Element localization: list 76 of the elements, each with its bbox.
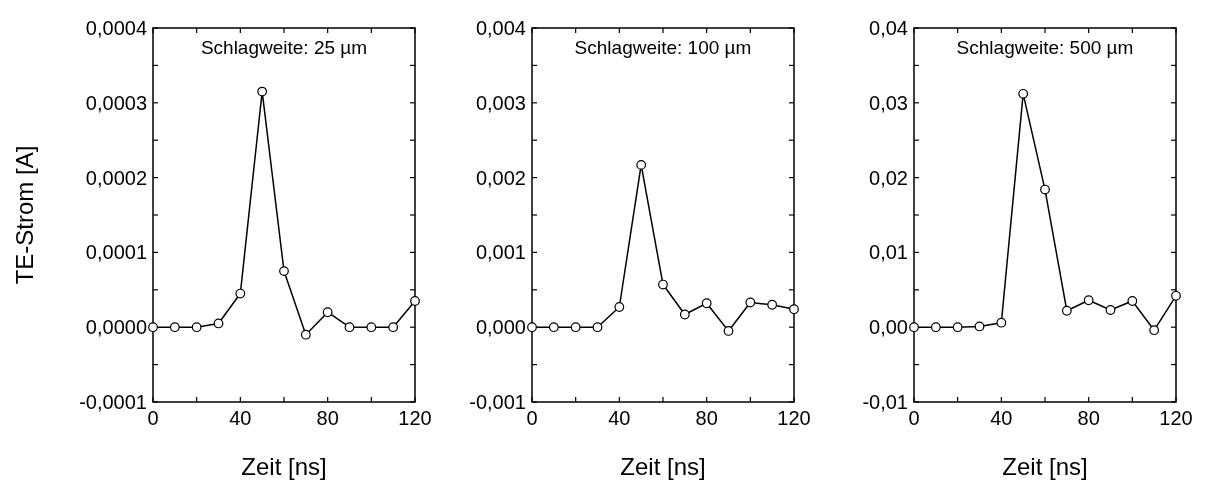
point bbox=[148, 322, 158, 333]
point bbox=[974, 321, 985, 332]
y-tick-label: 0,001 bbox=[475, 241, 526, 264]
point bbox=[789, 304, 799, 315]
point bbox=[909, 322, 919, 333]
y-tick-label: -0,0001 bbox=[79, 391, 147, 413]
x-tick-label: 40 bbox=[990, 407, 1013, 429]
x-tick-label: 80 bbox=[316, 407, 339, 429]
point bbox=[1105, 305, 1116, 315]
x-tick-label: 80 bbox=[1077, 407, 1100, 429]
point bbox=[527, 322, 537, 333]
y-tick-label: 0,003 bbox=[475, 91, 526, 114]
point bbox=[1149, 325, 1160, 336]
point bbox=[300, 329, 311, 340]
y-tick-label: 0,03 bbox=[869, 91, 908, 114]
point bbox=[614, 302, 625, 312]
point bbox=[366, 322, 377, 333]
x-tick-label: 120 bbox=[1159, 407, 1193, 429]
x-tick-label: 80 bbox=[695, 407, 718, 429]
x-tick-label: 120 bbox=[777, 407, 811, 429]
point bbox=[235, 288, 246, 299]
point bbox=[213, 318, 224, 329]
point bbox=[279, 266, 289, 276]
point bbox=[1127, 296, 1138, 306]
point bbox=[169, 322, 180, 333]
y-tick-label: 0,000 bbox=[475, 316, 526, 339]
point bbox=[1061, 305, 1072, 316]
y-tick-label: 0,0002 bbox=[85, 166, 147, 189]
point bbox=[1040, 184, 1050, 195]
point bbox=[570, 322, 581, 333]
y-tick-label: 0,002 bbox=[475, 166, 526, 189]
x-tick-label: 120 bbox=[398, 407, 432, 429]
point bbox=[592, 322, 603, 333]
x-tick-label: 40 bbox=[229, 407, 252, 429]
y-tick-label: -0,001 bbox=[469, 391, 526, 413]
y-tick-label: 0,0000 bbox=[85, 316, 147, 339]
point bbox=[322, 307, 333, 318]
annotation: Schlagweite: 500 µm bbox=[956, 37, 1134, 58]
annotation: Schlagweite: 100 µm bbox=[574, 37, 752, 58]
point bbox=[679, 309, 690, 320]
point bbox=[767, 299, 778, 310]
y-tick-label: 0,02 bbox=[869, 166, 908, 189]
x-tick-label: 0 bbox=[147, 407, 159, 429]
y-axis-title: TE-Strom [A] bbox=[11, 145, 38, 285]
point bbox=[191, 322, 202, 333]
y-tick-label: 0,0001 bbox=[85, 241, 147, 264]
y-tick-label: 0,0003 bbox=[85, 91, 147, 114]
point bbox=[410, 296, 420, 306]
y-tick-label: 0,01 bbox=[869, 241, 908, 264]
point bbox=[548, 322, 559, 333]
point bbox=[723, 326, 734, 336]
point bbox=[996, 317, 1007, 328]
point bbox=[257, 86, 268, 97]
point bbox=[952, 322, 963, 333]
x-tick-label: 0 bbox=[526, 407, 538, 429]
point bbox=[344, 322, 355, 333]
y-tick-label: 0,00 bbox=[869, 316, 908, 339]
point bbox=[1171, 290, 1181, 301]
point bbox=[388, 322, 399, 333]
point bbox=[930, 322, 941, 333]
x-tick-label: 40 bbox=[608, 407, 631, 429]
point bbox=[658, 279, 668, 290]
annotation: Schlagweite: 25 µm bbox=[200, 37, 368, 58]
y-tick-label: 0,0004 bbox=[85, 17, 147, 39]
point bbox=[1018, 88, 1029, 99]
y-tick-label: 0,004 bbox=[475, 17, 526, 39]
point bbox=[745, 297, 756, 308]
x-axis-title: Zeit [ns] bbox=[620, 453, 706, 480]
y-tick-label: 0,04 bbox=[869, 17, 908, 39]
x-tick-label: 0 bbox=[908, 407, 920, 429]
x-axis-title: Zeit [ns] bbox=[1002, 453, 1088, 480]
point bbox=[1083, 295, 1094, 306]
x-axis-title: Zeit [ns] bbox=[241, 453, 327, 480]
y-tick-label: -0,01 bbox=[862, 391, 908, 413]
point bbox=[701, 298, 712, 309]
point bbox=[636, 159, 647, 170]
